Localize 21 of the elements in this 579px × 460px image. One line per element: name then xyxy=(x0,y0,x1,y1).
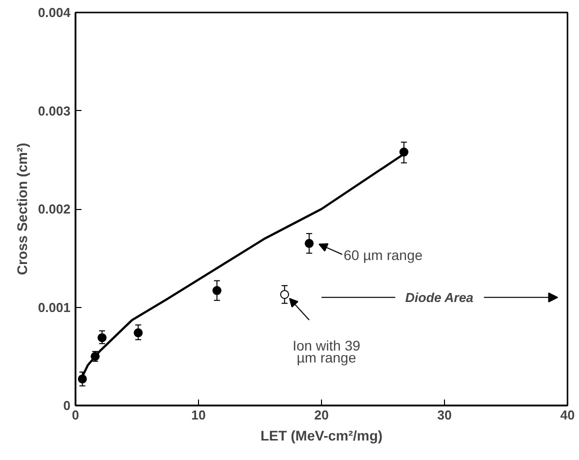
y-tick-label: 0.002 xyxy=(38,202,71,216)
point xyxy=(399,148,408,157)
point xyxy=(98,333,107,342)
x-tick-label: 40 xyxy=(560,408,575,422)
y-tick-label: 0 xyxy=(63,398,71,413)
point xyxy=(78,374,87,384)
x-tick-label: 10 xyxy=(191,408,206,422)
annotation: Diode Area xyxy=(405,290,474,305)
x-axis-title: LET (MeV-cm²/mg) xyxy=(260,428,383,444)
point xyxy=(304,238,314,248)
y-tick-label: 0.003 xyxy=(38,103,71,118)
annotation: Ion with 39 µm range xyxy=(292,338,360,366)
point xyxy=(280,290,290,299)
point xyxy=(212,286,222,296)
y-tick-label: 0.001 xyxy=(38,300,71,315)
x-tick-label: 20 xyxy=(314,408,329,422)
point xyxy=(134,328,143,338)
y-axis-title: Cross Section (cm²) xyxy=(14,142,30,276)
annotation: 60 µm range xyxy=(344,247,423,264)
y-tick-label: 0.004 xyxy=(38,5,72,20)
x-tick-label: 30 xyxy=(437,408,452,422)
